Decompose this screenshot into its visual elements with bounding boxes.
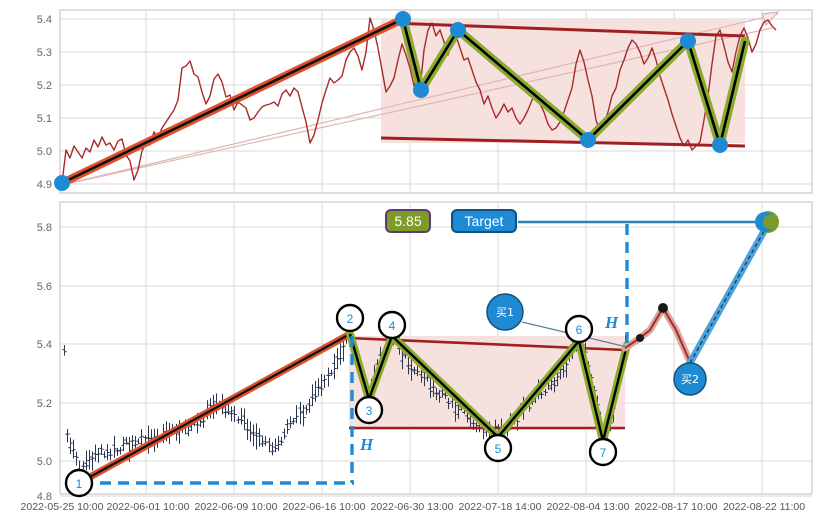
upper-y-tick-label: 5.2 bbox=[37, 80, 52, 92]
upper-y-tick-label: 5.1 bbox=[37, 113, 52, 125]
wave-marker-5[interactable]: 5 bbox=[483, 433, 513, 463]
target-price-badge[interactable]: 5.85 bbox=[385, 209, 431, 233]
x-axis-tick-label: 2022-06-30 13:00 bbox=[371, 501, 454, 513]
wave-marker-2[interactable]: 2 bbox=[335, 303, 365, 333]
wave-marker-6-label: 6 bbox=[576, 323, 583, 337]
upper-plot-frame bbox=[59, 9, 813, 194]
wave-marker-1-circle[interactable] bbox=[64, 468, 94, 498]
wave-marker-4-label: 4 bbox=[389, 319, 396, 333]
wave-marker-3-label: 3 bbox=[366, 404, 373, 418]
buy2-marker[interactable] bbox=[673, 362, 707, 396]
wave-marker-3[interactable]: 3 bbox=[354, 395, 384, 425]
buy1-marker[interactable] bbox=[486, 293, 524, 331]
recent-path-peak-dot bbox=[658, 303, 668, 313]
upper-channel-lower-line bbox=[380, 136, 746, 148]
wave-marker-1[interactable]: 1 bbox=[64, 468, 94, 498]
lower-trendline-core bbox=[78, 333, 351, 484]
wave-marker-5-label: 5 bbox=[495, 442, 502, 456]
wave-marker-2-label: 2 bbox=[347, 312, 354, 326]
wave-marker-2-circle[interactable] bbox=[335, 303, 365, 333]
x-axis-tick-label: 2022-08-22 11:00 bbox=[723, 501, 805, 513]
lower-y-tick-label: 5.8 bbox=[37, 222, 52, 234]
lower-y-tick-label: 4.8 bbox=[37, 491, 52, 503]
wave-marker-7-circle[interactable] bbox=[588, 437, 618, 467]
target-price-badge-label: 5.85 bbox=[394, 213, 421, 229]
lower-y-tick-label: 5.0 bbox=[37, 456, 52, 468]
target-label-badge-label: Target bbox=[465, 213, 504, 229]
lower-y-tick-label: 5.6 bbox=[37, 281, 52, 293]
wave-marker-7[interactable]: 7 bbox=[588, 437, 618, 467]
upper-trendline-core bbox=[61, 17, 404, 185]
upper-pivot-marker[interactable] bbox=[413, 82, 429, 98]
upper-pivot-marker[interactable] bbox=[580, 132, 596, 148]
upper-pivot-marker[interactable] bbox=[395, 11, 411, 27]
upper-chart-svg: 5.4 5.3 5.2 5.1 5.0 4.9 bbox=[37, 9, 813, 194]
upper-pivot-marker[interactable] bbox=[712, 137, 728, 153]
upper-y-tick-label: 5.0 bbox=[37, 146, 52, 158]
lower-y-tick-label: 5.4 bbox=[37, 339, 52, 351]
target-point-dot-core bbox=[763, 215, 777, 229]
x-axis-tick-label: 2022-07-18 14:00 bbox=[459, 501, 542, 513]
upper-chart-panel: 5.4 5.3 5.2 5.1 5.0 4.9 bbox=[0, 0, 820, 198]
x-axis-tick-label: 2022-06-01 10:00 bbox=[107, 501, 190, 513]
x-axis-tick-label: 2022-08-04 13:00 bbox=[547, 501, 630, 513]
upper-pivot-marker[interactable] bbox=[54, 175, 70, 191]
upper-pivot-marker[interactable] bbox=[450, 22, 466, 38]
upper-pivot-marker[interactable] bbox=[680, 33, 696, 49]
upper-fan-line bbox=[61, 13, 779, 186]
x-axis-tick-label: 2022-06-16 10:00 bbox=[283, 501, 366, 513]
buy1-marker-label: 买1 bbox=[496, 306, 514, 319]
buy2-marker-label: 买2 bbox=[681, 373, 699, 386]
upper-y-tick-label: 4.9 bbox=[37, 179, 52, 191]
wave-marker-4-circle[interactable] bbox=[377, 310, 407, 340]
target-price-badge-bg[interactable] bbox=[385, 209, 431, 233]
h-label-right: H bbox=[604, 313, 619, 332]
h-label-left: H bbox=[359, 435, 374, 454]
target-label-badge[interactable]: Target bbox=[451, 209, 517, 233]
x-axis-tick-label: 2022-08-17 10:00 bbox=[635, 501, 718, 513]
wave-marker-4[interactable]: 4 bbox=[377, 310, 407, 340]
x-axis-tick-label: 2022-05-25 10:00 bbox=[21, 501, 104, 513]
lower-plot-frame bbox=[59, 201, 813, 495]
upper-y-tick-label: 5.3 bbox=[37, 47, 52, 59]
wave-marker-7-label: 7 bbox=[600, 446, 607, 460]
wave-marker-3-circle[interactable] bbox=[354, 395, 384, 425]
buy2-target-leader-core bbox=[689, 223, 769, 364]
wave-marker-1-label: 1 bbox=[76, 477, 83, 491]
lower-chart-panel: 5.8 5.6 5.4 5.2 5.0 4.8 2022-05-25 10:00 2022-0… bbox=[0, 198, 820, 520]
lower-y-tick-label: 5.2 bbox=[37, 398, 52, 410]
wave-marker-6-circle[interactable] bbox=[564, 314, 594, 344]
wave-marker-6[interactable]: 6 bbox=[564, 314, 594, 344]
x-axis-tick-label: 2022-06-09 10:00 bbox=[195, 501, 278, 513]
upper-y-tick-label: 5.4 bbox=[37, 14, 52, 26]
wave-marker-5-circle[interactable] bbox=[483, 433, 513, 463]
target-label-badge-bg[interactable] bbox=[451, 209, 517, 233]
recent-path-dot bbox=[636, 334, 644, 342]
